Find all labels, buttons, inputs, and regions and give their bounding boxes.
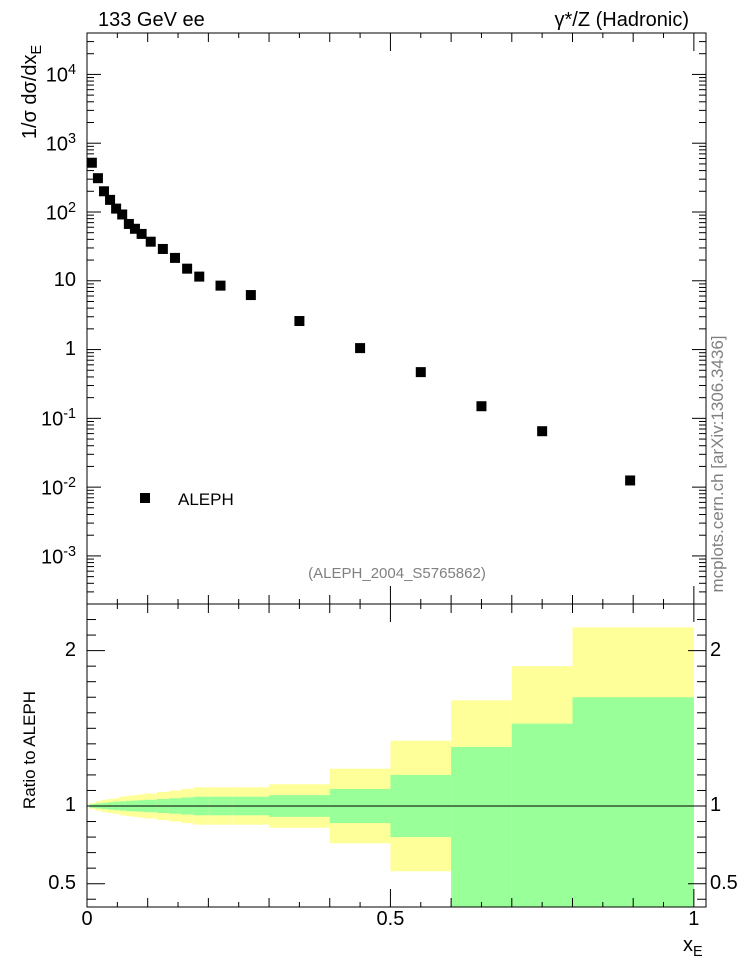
legend-marker bbox=[140, 493, 150, 503]
data-point bbox=[476, 401, 487, 412]
panel-frames bbox=[86, 32, 707, 908]
data-point bbox=[111, 203, 122, 214]
ratio-y-tick-label-right: 1 bbox=[710, 794, 722, 816]
data-point bbox=[215, 280, 226, 291]
data-point bbox=[136, 228, 147, 239]
data-point bbox=[169, 252, 180, 263]
legend-square bbox=[140, 493, 150, 503]
data-point bbox=[86, 157, 97, 168]
data-point bbox=[294, 316, 305, 327]
main-y-tick-label: 1 bbox=[64, 337, 76, 360]
legend-label: ALEPH bbox=[178, 490, 234, 509]
data-point bbox=[129, 223, 140, 234]
inner-band-bin bbox=[451, 746, 512, 907]
main-y-tick-label: 104 bbox=[45, 62, 76, 88]
ratio-y-axis-title: Ratio to ALEPH bbox=[20, 690, 39, 810]
analysis-label: (ALEPH_2004_S5765862) bbox=[308, 565, 486, 582]
data-point bbox=[123, 218, 134, 229]
ratio-y-tick-label-right: 0.5 bbox=[710, 871, 738, 894]
data-point bbox=[117, 209, 128, 220]
main-y-tick-label: 10-1 bbox=[40, 406, 76, 431]
main-y-tick-label: 103 bbox=[45, 131, 76, 156]
data-point bbox=[625, 475, 636, 486]
x-tick-label: 1 bbox=[688, 908, 700, 930]
header-left-label: 133 GeV ee bbox=[98, 9, 205, 31]
data-markers bbox=[86, 157, 636, 486]
main-frame bbox=[86, 32, 707, 605]
ratio-y-tick-label: 2 bbox=[64, 638, 76, 661]
main-y-axis-title-text: 1/σ dσ/dx bbox=[19, 54, 41, 140]
data-point bbox=[105, 194, 116, 205]
main-y-tick-label: 10 bbox=[53, 268, 76, 291]
side-watermark: mcplots.cern.ch [arXiv:1306.3436] bbox=[708, 335, 727, 593]
x-tick-label: 0.5 bbox=[376, 908, 405, 930]
x-tick-label: 0 bbox=[81, 908, 93, 930]
data-point bbox=[355, 343, 366, 354]
x-axis-title-sub: E bbox=[693, 944, 703, 960]
inner-band-bin bbox=[572, 697, 694, 907]
ratio-frame bbox=[86, 603, 707, 908]
main-y-tick-label: 10-2 bbox=[40, 475, 76, 500]
header-right-label: γ*/Z (Hadronic) bbox=[554, 9, 689, 31]
ratio-y-tick-label-right: 2 bbox=[710, 638, 722, 661]
data-point bbox=[194, 271, 205, 282]
ratio-y-tick-label: 0.5 bbox=[48, 871, 76, 894]
ratio-y-tick-label: 1 bbox=[64, 794, 76, 816]
data-point bbox=[145, 236, 156, 247]
data-point bbox=[98, 186, 109, 197]
main-y-tick-label: 10-3 bbox=[40, 543, 76, 569]
ratio-bands bbox=[89, 627, 694, 907]
x-axis-title: xE bbox=[683, 934, 703, 960]
data-point bbox=[537, 426, 548, 437]
x-axis-title-text: x bbox=[683, 934, 693, 956]
inner-band-bin bbox=[511, 723, 573, 907]
main-y-axis-title-sub: E bbox=[29, 44, 45, 55]
main-y-axis-title: 1/σ dσ/dxE bbox=[19, 45, 45, 139]
data-point bbox=[415, 367, 426, 378]
axis-ticks bbox=[86, 33, 706, 907]
data-point bbox=[182, 263, 193, 274]
data-point bbox=[92, 173, 103, 184]
main-y-tick-label: 102 bbox=[45, 199, 76, 225]
data-point bbox=[157, 243, 168, 254]
data-point bbox=[245, 290, 256, 301]
